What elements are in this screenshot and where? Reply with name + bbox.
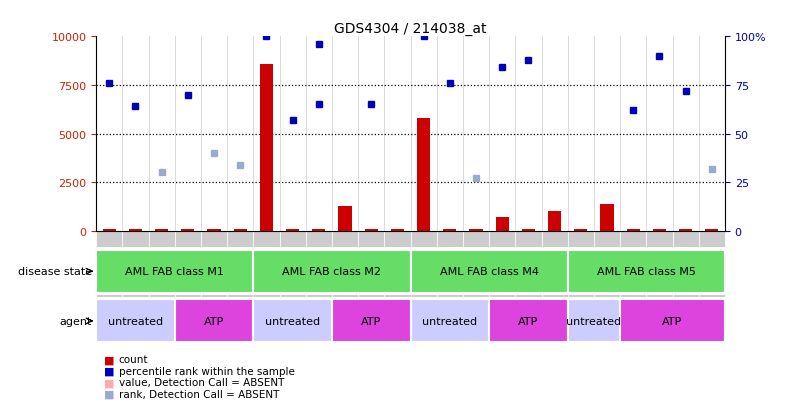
Text: ATP: ATP [361, 316, 381, 326]
Bar [391, 230, 404, 231]
Bar [496, 218, 509, 231]
Bar [253, 231, 280, 332]
Bar [620, 300, 725, 342]
Bar [384, 231, 410, 332]
Text: rank, Detection Call = ABSENT: rank, Detection Call = ABSENT [119, 389, 279, 399]
Text: ■: ■ [104, 354, 115, 364]
Text: ATP: ATP [204, 316, 224, 326]
Text: untreated: untreated [108, 316, 163, 326]
Bar [286, 230, 299, 231]
Text: untreated: untreated [422, 316, 477, 326]
Bar [234, 230, 247, 231]
Bar [489, 231, 515, 332]
Bar [306, 231, 332, 332]
Bar [522, 230, 535, 231]
Bar [148, 231, 175, 332]
Bar [410, 250, 568, 293]
Text: ■: ■ [104, 366, 115, 376]
Text: untreated: untreated [566, 316, 622, 326]
Bar [568, 300, 620, 342]
Text: AML FAB class M2: AML FAB class M2 [283, 266, 381, 277]
Text: AML FAB class M4: AML FAB class M4 [440, 266, 538, 277]
Text: agent: agent [60, 316, 92, 326]
Bar [358, 231, 384, 332]
Text: untreated: untreated [265, 316, 320, 326]
Bar [601, 204, 614, 231]
Bar [620, 231, 646, 332]
Bar [364, 230, 378, 231]
Text: percentile rank within the sample: percentile rank within the sample [119, 366, 295, 376]
Text: disease state: disease state [18, 266, 92, 277]
Bar [312, 230, 325, 231]
Bar [489, 300, 568, 342]
Bar [698, 231, 725, 332]
Bar [463, 231, 489, 332]
Bar [207, 230, 220, 231]
Bar [339, 206, 352, 231]
Bar [227, 231, 253, 332]
Bar [260, 64, 273, 231]
Bar [417, 119, 430, 231]
Bar [129, 230, 142, 231]
Bar [332, 231, 358, 332]
Bar [96, 231, 123, 332]
Bar [594, 231, 620, 332]
Bar [253, 300, 332, 342]
Bar [574, 230, 587, 231]
Bar [96, 250, 253, 293]
Text: AML FAB class M1: AML FAB class M1 [125, 266, 224, 277]
Bar [96, 300, 175, 342]
Text: count: count [119, 354, 148, 364]
Text: ATP: ATP [518, 316, 538, 326]
Text: value, Detection Call = ABSENT: value, Detection Call = ABSENT [119, 377, 284, 387]
Bar [103, 230, 116, 231]
Bar [155, 230, 168, 231]
Bar [410, 231, 437, 332]
Bar [515, 231, 541, 332]
Bar [568, 231, 594, 332]
Text: ■: ■ [104, 377, 115, 387]
Bar [332, 300, 410, 342]
Bar [181, 230, 195, 231]
Bar [548, 212, 562, 231]
Bar [469, 230, 482, 231]
Bar [410, 300, 489, 342]
Bar [679, 230, 692, 231]
Bar [280, 231, 306, 332]
Bar [123, 231, 148, 332]
Title: GDS4304 / 214038_at: GDS4304 / 214038_at [334, 22, 487, 36]
Bar [626, 230, 640, 231]
Bar [175, 300, 253, 342]
Text: ATP: ATP [662, 316, 682, 326]
Bar [705, 230, 718, 231]
Bar [175, 231, 201, 332]
Bar [541, 231, 568, 332]
Bar [646, 231, 673, 332]
Bar [443, 230, 457, 231]
Bar [201, 231, 227, 332]
Bar [653, 230, 666, 231]
Bar [673, 231, 698, 332]
Bar [568, 250, 725, 293]
Text: ■: ■ [104, 389, 115, 399]
Text: AML FAB class M5: AML FAB class M5 [597, 266, 696, 277]
Bar [437, 231, 463, 332]
Bar [253, 250, 410, 293]
